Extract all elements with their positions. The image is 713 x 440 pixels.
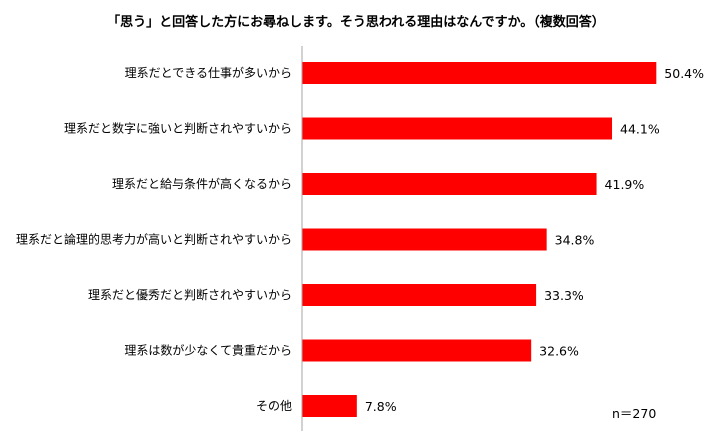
value-label: 7.8% [365, 399, 397, 414]
value-label: 41.9% [605, 177, 645, 192]
category-label: 理系だと給与条件が高くなるから [112, 176, 292, 191]
bar [302, 117, 613, 140]
value-label: 50.4% [664, 66, 704, 81]
bar [302, 228, 547, 251]
bars-layer: 理系だとできる仕事が多いから 50.4% 理系だと数字に強いと判断されやすいから 44… [16, 62, 704, 417]
bar [302, 173, 597, 195]
value-label: 33.3% [544, 288, 584, 303]
value-label: 44.1% [620, 122, 660, 137]
bar [302, 62, 657, 84]
bar [302, 339, 532, 362]
category-label: 理系だと数字に強いと判断されやすいから [64, 121, 292, 136]
category-label: 理系だと優秀だと判断されやすいから [88, 287, 292, 302]
value-label: 34.8% [555, 233, 595, 248]
category-label: その他 [256, 399, 292, 413]
category-label: 理系だと論理的思考力が高いと判断されやすいから [16, 232, 292, 247]
sample-size-note: n＝270 [612, 406, 656, 421]
category-label: 理系だとできる仕事が多いから [125, 65, 292, 80]
bar [302, 395, 357, 417]
bar [302, 284, 537, 306]
category-label: 理系は数が少なくて貴重だから [124, 343, 292, 358]
chart-title: 「思う」と回答した方にお尋ねします。そう思われる理由はなんですか。（複数回答） [107, 14, 605, 30]
value-label: 32.6% [539, 344, 579, 359]
